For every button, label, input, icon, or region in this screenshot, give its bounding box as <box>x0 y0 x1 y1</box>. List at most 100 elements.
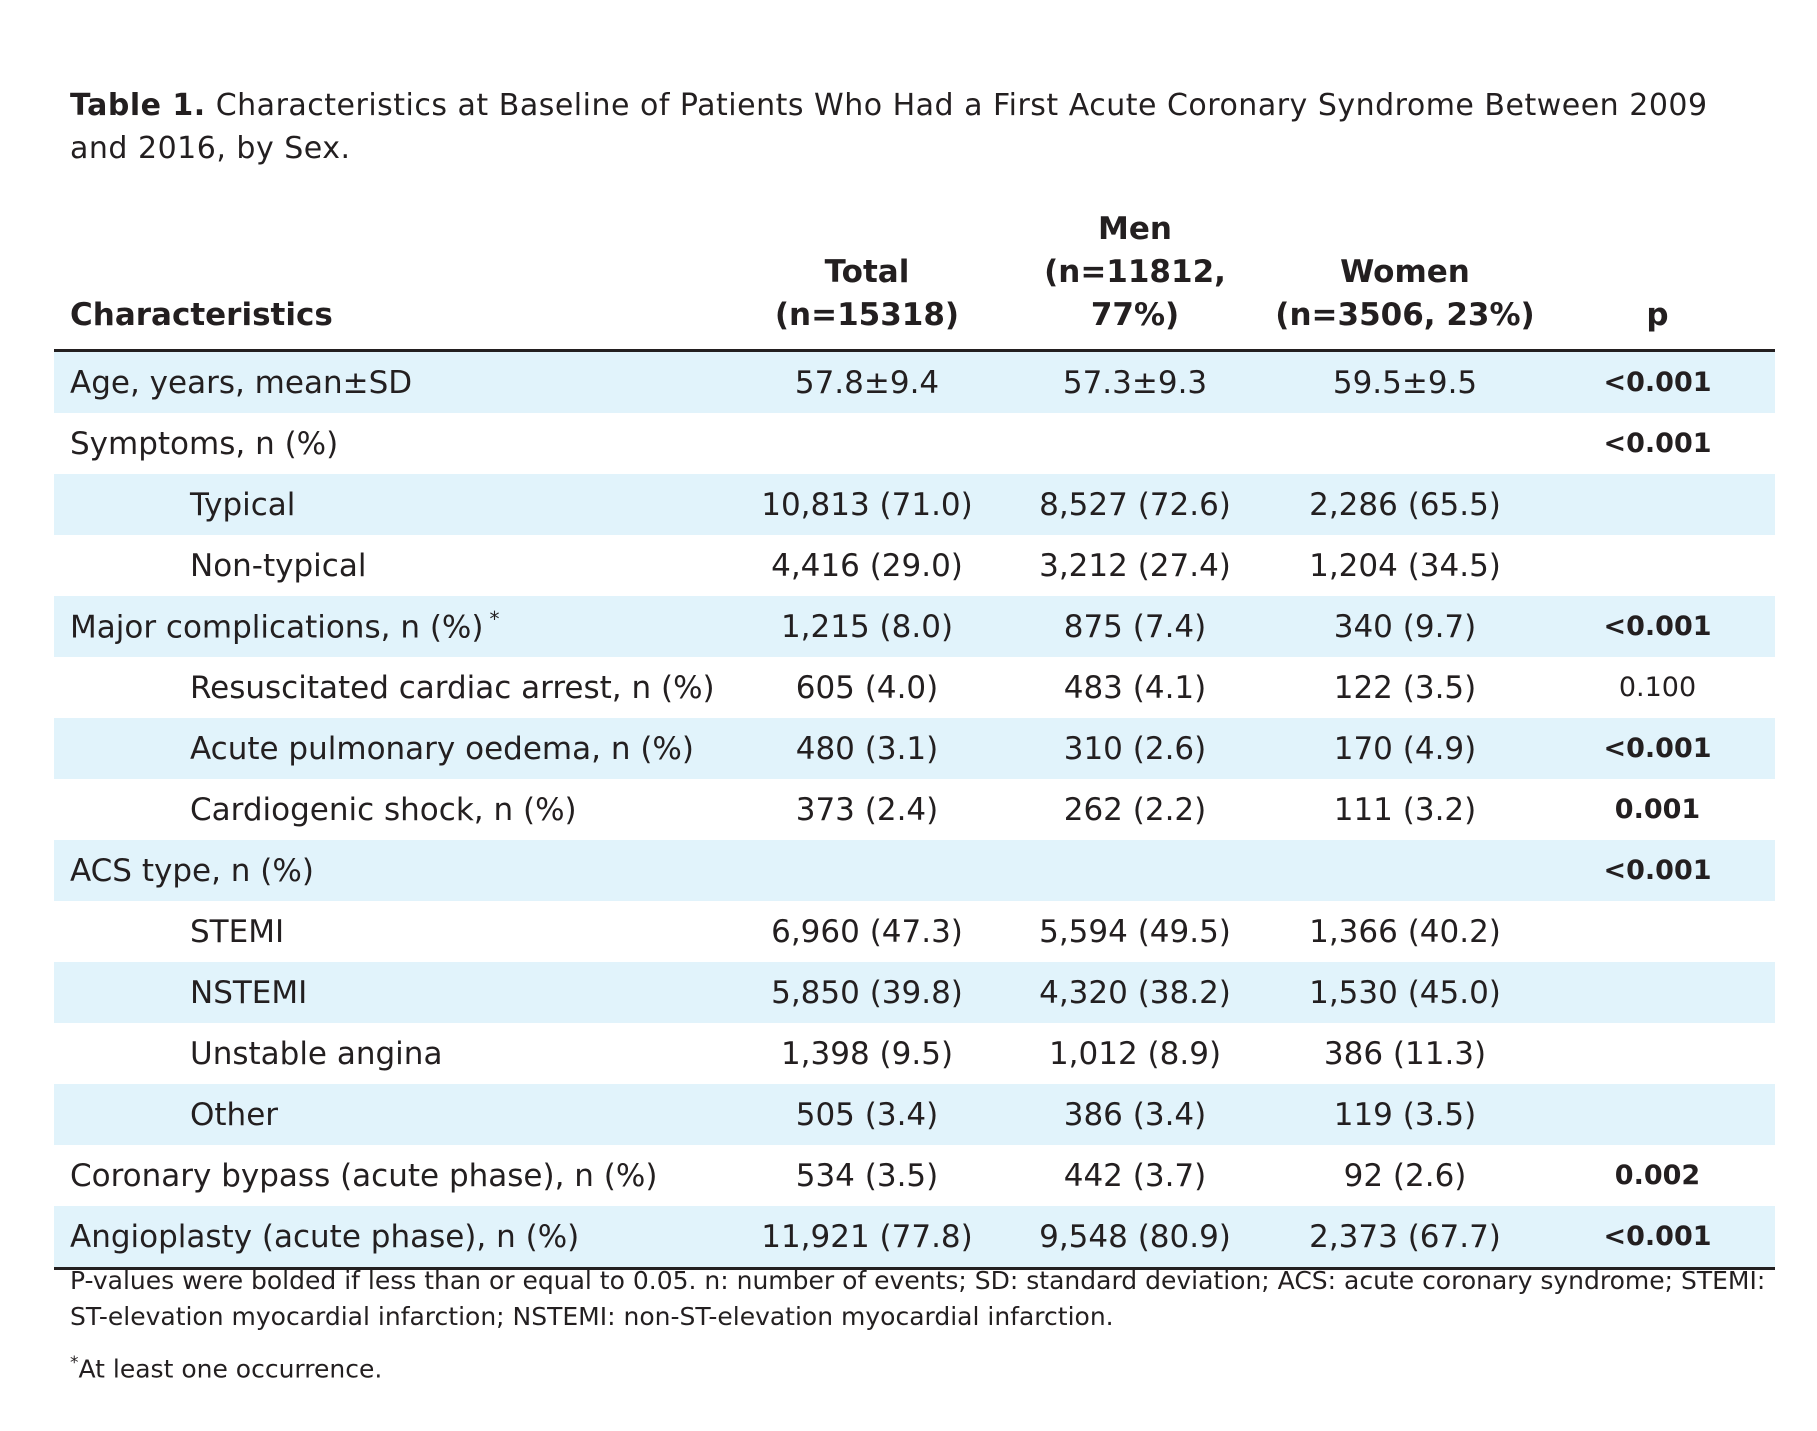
cell-total: 1,398 (9.5) <box>780 1035 954 1072</box>
row-label: Other <box>54 1084 734 1145</box>
table-row: Resuscitated cardiac arrest, n (%) 605 (… <box>54 657 1775 718</box>
cell-women <box>1270 840 1540 901</box>
row-label: ACS type, n (%) <box>54 840 734 901</box>
cell-total: 5,850 (39.8) <box>734 962 1000 1023</box>
cell-men: 9,548 (80.9) <box>1000 1206 1270 1270</box>
cell-men: 4,320 (38.2) <box>1000 962 1270 1023</box>
cell-p-value: 0.100 <box>1618 672 1697 703</box>
cell-p-value: <0.001 <box>1540 350 1775 413</box>
header-characteristics: Characteristics <box>54 208 734 352</box>
cell-p-value <box>1540 1084 1775 1145</box>
cell-total <box>734 413 1000 474</box>
row-label: Coronary bypass (acute phase), n (%) <box>70 1157 658 1194</box>
cell-men: 5,594 (49.5) <box>1039 913 1231 950</box>
cell-p-value: <0.001 <box>1540 1206 1775 1270</box>
cell-men: 442 (3.7) <box>1063 1157 1207 1194</box>
table-row: Major complications, n (%) * 1,215 (8.0) … <box>54 596 1775 657</box>
table-footnote-abbreviations: P-values were bolded if less than or equ… <box>70 1266 1766 1331</box>
cell-women: 92 (2.6) <box>1343 1157 1467 1194</box>
header-men: Men (n=11812, 77%) <box>1000 208 1270 352</box>
header-women: Women (n=3506, 23%) <box>1270 208 1540 352</box>
cell-p-value: <0.001 <box>1540 718 1775 779</box>
table-header-row: Characteristics Total (n=15318) Men (n=1… <box>54 208 1775 352</box>
row-label: Symptoms, n (%) <box>70 425 339 462</box>
cell-men: 262 (2.2) <box>1063 791 1207 828</box>
cell-men: 310 (2.6) <box>1000 718 1270 779</box>
cell-women: 170 (4.9) <box>1270 718 1540 779</box>
cell-total: 10,813 (71.0) <box>734 474 1000 535</box>
row-label: Unstable angina <box>190 1035 443 1072</box>
cell-total <box>734 840 1000 901</box>
row-label: NSTEMI <box>54 962 734 1023</box>
cell-women: 386 (11.3) <box>1323 1035 1487 1072</box>
cell-men <box>1000 840 1270 901</box>
cell-total: 6,960 (47.3) <box>771 913 963 950</box>
row-label-text: Major complications, n (%) <box>70 609 484 646</box>
cell-women: 1,530 (45.0) <box>1270 962 1540 1023</box>
cell-women: 59.5±9.5 <box>1270 350 1540 413</box>
table-row: Typical 10,813 (71.0) 8,527 (72.6) 2,286… <box>54 474 1775 535</box>
cell-women: 1,366 (40.2) <box>1309 913 1501 950</box>
table-row: Unstable angina 1,398 (9.5) 1,012 (8.9) … <box>54 1023 1775 1084</box>
cell-p-value: <0.001 <box>1540 596 1775 657</box>
row-label: Acute pulmonary oedema, n (%) <box>54 718 734 779</box>
cell-women: 2,373 (67.7) <box>1270 1206 1540 1270</box>
cell-total: 11,921 (77.8) <box>734 1206 1000 1270</box>
table-row: Cardiogenic shock, n (%) 373 (2.4) 262 (… <box>54 779 1775 840</box>
row-label: Age, years, mean±SD <box>54 350 734 413</box>
cell-p-value <box>1540 474 1775 535</box>
cell-total: 505 (3.4) <box>734 1084 1000 1145</box>
cell-men: 386 (3.4) <box>1000 1084 1270 1145</box>
table-row: ACS type, n (%) <0.001 <box>54 840 1775 901</box>
row-label: Typical <box>54 474 734 535</box>
cell-total: 57.8±9.4 <box>734 350 1000 413</box>
cell-men: 875 (7.4) <box>1000 596 1270 657</box>
cell-p-value: <0.001 <box>1540 840 1775 901</box>
cell-women: 111 (3.2) <box>1333 791 1477 828</box>
cell-men: 3,212 (27.4) <box>1039 547 1231 584</box>
cell-p-value <box>1540 962 1775 1023</box>
cell-p-value: 0.002 <box>1614 1160 1701 1191</box>
table-row: STEMI 6,960 (47.3) 5,594 (49.5) 1,366 (4… <box>54 901 1775 962</box>
table-caption-label: Table 1. <box>70 88 206 123</box>
footnote-marker: * <box>489 607 500 632</box>
table-row: Other 505 (3.4) 386 (3.4) 119 (3.5) <box>54 1084 1775 1145</box>
cell-men <box>1000 413 1270 474</box>
cell-p-value: <0.001 <box>1603 428 1712 459</box>
cell-women: 119 (3.5) <box>1270 1084 1540 1145</box>
table-row: Coronary bypass (acute phase), n (%) 534… <box>54 1145 1775 1206</box>
cell-women: 2,286 (65.5) <box>1270 474 1540 535</box>
cell-women: 1,204 (34.5) <box>1309 547 1501 584</box>
cell-men: 57.3±9.3 <box>1000 350 1270 413</box>
cell-p-value <box>1540 1023 1775 1084</box>
row-label: Non-typical <box>190 547 367 584</box>
baseline-characteristics-table: Characteristics Total (n=15318) Men (n=1… <box>54 208 1775 1270</box>
row-label: Angioplasty (acute phase), n (%) <box>54 1206 734 1270</box>
cell-total: 534 (3.5) <box>795 1157 939 1194</box>
cell-total: 605 (4.0) <box>795 669 939 706</box>
cell-total: 4,416 (29.0) <box>771 547 963 584</box>
cell-total: 480 (3.1) <box>734 718 1000 779</box>
cell-total: 1,215 (8.0) <box>734 596 1000 657</box>
cell-women <box>1270 413 1540 474</box>
cell-total: 373 (2.4) <box>795 791 939 828</box>
cell-p-value <box>1540 901 1775 962</box>
cell-women: 340 (9.7) <box>1270 596 1540 657</box>
cell-women: 122 (3.5) <box>1333 669 1477 706</box>
table-footnote-asterisk: *At least one occurrence. <box>70 1345 382 1387</box>
table-caption: Table 1. Characteristics at Baseline of … <box>70 84 1770 170</box>
header-p-value: p <box>1540 208 1775 352</box>
table-row: Angioplasty (acute phase), n (%) 11,921 … <box>54 1206 1775 1270</box>
row-label: Major complications, n (%) * <box>54 596 734 657</box>
cell-men: 1,012 (8.9) <box>1048 1035 1222 1072</box>
cell-p-value: 0.001 <box>1614 794 1701 825</box>
footnote-marker-text: At least one occurrence. <box>78 1354 383 1384</box>
table-caption-text: Characteristics at Baseline of Patients … <box>70 88 1708 166</box>
cell-men: 483 (4.1) <box>1063 669 1207 706</box>
footnote-marker: * <box>70 1353 79 1373</box>
table-row: Symptoms, n (%) <0.001 <box>54 413 1775 474</box>
row-label: Resuscitated cardiac arrest, n (%) <box>190 669 715 706</box>
cell-p-value <box>1540 535 1775 596</box>
table-row: Acute pulmonary oedema, n (%) 480 (3.1) … <box>54 718 1775 779</box>
header-total: Total (n=15318) <box>734 208 1000 352</box>
